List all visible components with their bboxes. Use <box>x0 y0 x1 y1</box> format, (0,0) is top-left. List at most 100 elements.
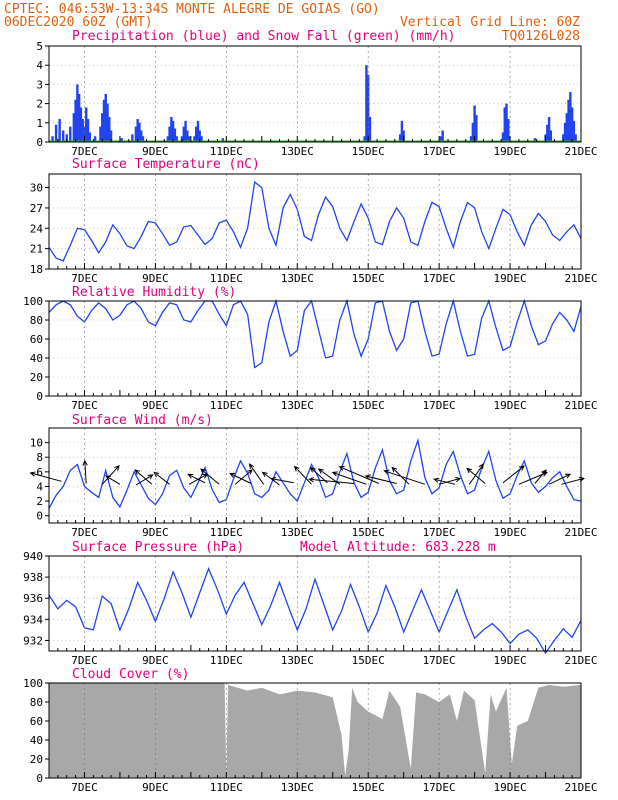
precip-ytick-label: 2 <box>36 98 43 111</box>
wind-arrow <box>134 469 153 485</box>
precip-bar <box>200 136 203 142</box>
wind-ytick-label: 0 <box>36 510 43 523</box>
wind-xtick-label: 15DEC <box>352 526 385 539</box>
precip-bar <box>58 118 61 142</box>
cloud-xtick-label: 19DEC <box>494 781 527 794</box>
rh-xtick-label: 19DEC <box>494 399 527 412</box>
precip-bar <box>194 126 198 142</box>
grid-line-note: Vertical Grid Line: 60Z <box>400 15 580 30</box>
precip-ytick-label: 5 <box>36 40 43 53</box>
cloud-xtick-label: 13DEC <box>281 781 314 794</box>
wind-arrow <box>229 472 252 484</box>
temp-line <box>48 180 582 262</box>
precip-bar <box>505 103 508 142</box>
wind-xtick-label: 19DEC <box>494 526 527 539</box>
precip-xtick-label: 17DEC <box>423 145 456 158</box>
wind-arrow <box>432 477 456 485</box>
precip-bar <box>108 117 111 142</box>
precip-xtick-label: 21DEC <box>564 145 597 158</box>
precip-ytick-label: 3 <box>36 78 43 91</box>
wind-xtick-label: 17DEC <box>423 526 456 539</box>
temp-title: Surface Temperature (nC) <box>72 157 260 172</box>
precip-bar <box>99 126 102 142</box>
precip-bar <box>140 130 143 142</box>
station-info: CPTEC: 046:53W-13:34S MONTE ALEGRE DE GO… <box>4 2 380 17</box>
precip-bar <box>533 138 537 142</box>
precip-bar <box>368 117 372 142</box>
temp-xtick-label: 15DEC <box>352 272 385 285</box>
precip-bar <box>65 134 68 142</box>
precip-bar <box>441 130 444 142</box>
cloud-ytick-label: 100 <box>23 677 43 690</box>
wind-arrow <box>338 466 379 484</box>
precip-bar <box>572 120 576 142</box>
wind-ytick-label: 10 <box>30 437 43 450</box>
cloud-xtick-label: 7DEC <box>71 781 98 794</box>
wind-arrow <box>364 474 397 484</box>
temp-xtick-label: 13DEC <box>281 272 314 285</box>
wind-arrow <box>153 471 170 485</box>
precip-bar <box>136 118 139 142</box>
precip-bar <box>134 126 138 142</box>
wind-arrow <box>248 463 265 485</box>
wind-ytick-label: 8 <box>36 451 43 464</box>
pres-ytick-label: 934 <box>23 613 43 626</box>
wind-xtick-label: 9DEC <box>142 526 169 539</box>
wind-arrow <box>383 469 426 485</box>
precip-ytick-label: 0 <box>36 136 43 149</box>
cloud-ytick-label: 20 <box>30 753 43 766</box>
precip-bar <box>439 136 443 142</box>
model-altitude: Model Altitude: 683.228 m <box>300 540 496 555</box>
precip-bar <box>186 130 189 142</box>
rh-xtick-label: 15DEC <box>352 399 385 412</box>
wind-ytick-label: 2 <box>36 495 43 508</box>
precip-bar <box>81 118 84 142</box>
precip-bar <box>88 132 91 142</box>
pres-xtick-label: 7DEC <box>71 654 98 667</box>
wind-ytick-label: 4 <box>36 480 43 493</box>
cloud-ytick-label: 0 <box>36 772 43 785</box>
wind-arrow <box>101 464 120 485</box>
temp-ytick-label: 30 <box>30 182 43 195</box>
model-id: TQ0126L028 <box>502 29 580 44</box>
precip-bar <box>79 107 83 142</box>
precip-bar <box>93 136 97 142</box>
cloud-ytick-label: 40 <box>30 734 43 747</box>
precip-bar <box>101 113 104 142</box>
rh-ytick-label: 80 <box>30 314 43 327</box>
wind-arrow <box>308 477 355 484</box>
precip-bar <box>367 74 370 142</box>
precip-bar <box>109 130 113 142</box>
wind-frame <box>48 427 582 524</box>
pres-ytick-label: 932 <box>23 634 43 647</box>
plot-area: 0 1 2 3 4 5 7DEC 9DEC 11DEC 13DEC 15DEC 17DEC 19DEC 2… <box>23 40 597 794</box>
rh-xtick-label: 7DEC <box>71 399 98 412</box>
temp-ytick-label: 24 <box>30 222 44 235</box>
precip-ytick-label: 1 <box>36 117 43 130</box>
rh-xtick-label: 21DEC <box>564 399 597 412</box>
precip-bar <box>173 128 177 142</box>
pres-xtick-label: 11DEC <box>210 654 243 667</box>
cloud-ytick-label: 60 <box>30 715 43 728</box>
precip-bar <box>363 136 366 142</box>
precip-bar <box>74 99 77 142</box>
pres-xtick-label: 19DEC <box>494 654 527 667</box>
precip-bar <box>166 136 170 142</box>
precip-xtick-label: 13DEC <box>281 145 314 158</box>
wind-arrow <box>534 469 547 484</box>
temp-ytick-label: 27 <box>30 202 43 215</box>
wind-arrow <box>104 475 121 485</box>
precip-bar <box>77 94 81 142</box>
precip-bar <box>469 136 473 142</box>
precip-bar <box>196 120 200 142</box>
precip-bar <box>567 99 570 142</box>
precip-bar <box>51 136 54 142</box>
rh-frame <box>48 300 582 397</box>
cloud-xtick-label: 15DEC <box>352 781 385 794</box>
rh-xtick-label: 17DEC <box>423 399 456 412</box>
temp-frame <box>48 173 582 270</box>
cloud-area <box>49 683 581 778</box>
precip-xtick-label: 15DEC <box>352 145 385 158</box>
wind-xtick-label: 11DEC <box>210 526 243 539</box>
